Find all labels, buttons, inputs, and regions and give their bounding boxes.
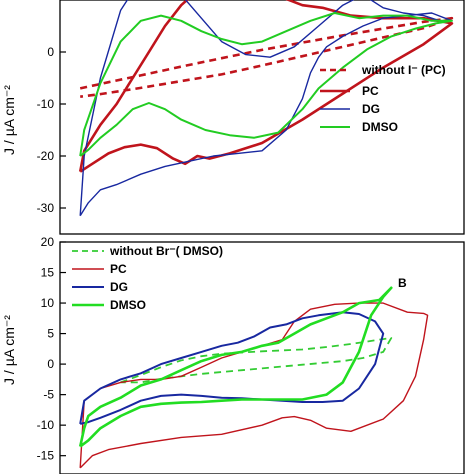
legend-label-pc: PC (362, 84, 379, 98)
y-tick-label: -5 (43, 388, 54, 402)
panel-b-curves (78, 286, 429, 469)
panel-a-frame (59, 0, 465, 235)
series-line-2 (79, 311, 385, 425)
y-tick-label: 15 (41, 266, 55, 280)
panel-a-curves (78, 0, 454, 217)
legend-label-dmso-b: DMSO (110, 298, 146, 312)
series-line-3 (79, 12, 453, 157)
legend-label-pc-b: PC (110, 262, 127, 276)
series-line-0 (120, 337, 393, 384)
panel-a-y-axis-label: J / µA cm⁻² (1, 85, 17, 155)
series-line-0 (79, 16, 454, 98)
panel-b-y-axis-label: J / µA cm⁻² (1, 315, 17, 385)
legend-label-dmso: DMSO (362, 120, 398, 134)
y-tick-label: -30 (37, 201, 55, 215)
panel-b-frame (59, 241, 465, 474)
legend-label-without-iodide: without I⁻ (PC) (361, 63, 446, 77)
panel-b: 20 15 10 5 0 -5 -10 -15 J / µA cm⁻² B without B… (1, 235, 465, 474)
y-tick-label: 20 (41, 235, 55, 249)
y-tick-label: -20 (37, 149, 55, 163)
y-tick-label: -10 (37, 97, 55, 111)
y-tick-label: 10 (41, 296, 55, 310)
panel-a-legend: without I⁻ (PC) PC DG DMSO (320, 63, 446, 134)
y-tick-label: -15 (37, 449, 55, 463)
legend-label-dg: DG (362, 102, 380, 116)
y-tick-label: 0 (47, 45, 54, 59)
series-line-2 (79, 0, 453, 217)
panel-b-y-ticks: 20 15 10 5 0 -5 -10 -15 (37, 235, 66, 463)
legend-label-without-bromide: without Br⁻( DMSO) (109, 244, 223, 258)
panel-a: 0 -10 -20 -30 J / µA cm⁻² without I⁻ (PC) P… (1, 0, 465, 235)
y-tick-label: -10 (37, 418, 55, 432)
series-line-3 (78, 286, 393, 448)
series-line-1 (79, 302, 429, 469)
panel-a-y-ticks: 0 -10 -20 -30 (37, 45, 66, 215)
y-tick-label: 5 (47, 327, 54, 341)
panel-b-label: B (398, 276, 407, 290)
y-tick-label: 0 (47, 357, 54, 371)
legend-label-dg-b: DG (110, 280, 128, 294)
panel-b-legend: without Br⁻( DMSO) PC DG DMSO (72, 244, 223, 312)
